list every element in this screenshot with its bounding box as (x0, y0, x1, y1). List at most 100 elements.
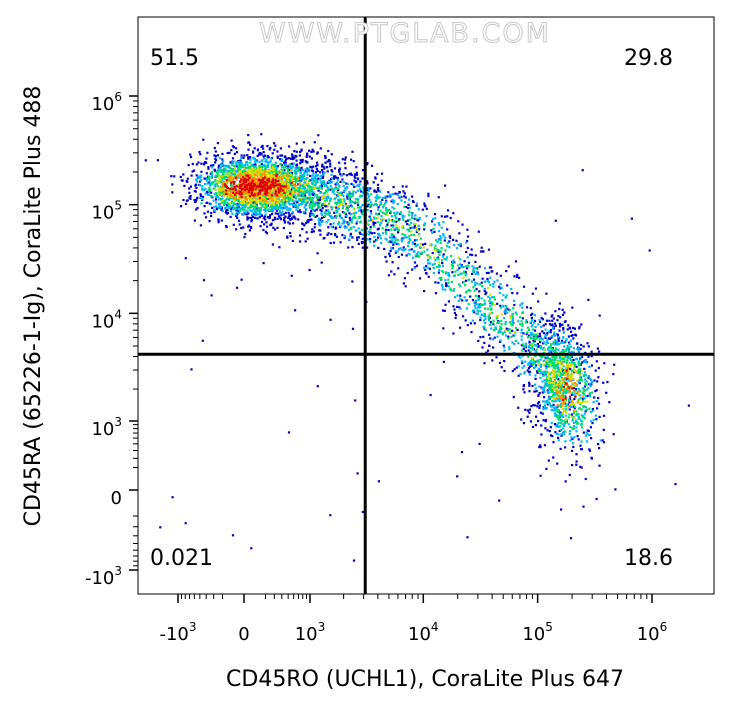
event-dot (423, 202, 426, 205)
event-dot (573, 371, 576, 374)
event-dot (556, 462, 559, 465)
event-dot (554, 413, 557, 416)
event-dot (575, 371, 578, 374)
event-dot (237, 199, 240, 202)
event-dot (210, 183, 214, 186)
event-dot (205, 161, 208, 164)
event-dot (311, 205, 314, 209)
event-dot (553, 331, 556, 334)
event-dot (359, 180, 362, 183)
event-dot (341, 198, 344, 201)
event-dot (386, 210, 389, 213)
event-dot (407, 245, 410, 248)
event-dot (299, 171, 302, 174)
event-dot (289, 177, 292, 180)
event-dot (329, 514, 332, 517)
event-dot (547, 346, 551, 349)
event-dot (556, 423, 559, 426)
event-dot (563, 372, 567, 375)
event-dot (276, 165, 279, 168)
event-dot (365, 163, 369, 166)
event-dot (504, 296, 507, 299)
event-dot (336, 211, 339, 214)
event-dot (496, 315, 499, 318)
event-dot (552, 374, 555, 377)
event-dot (518, 316, 522, 319)
event-dot (579, 368, 582, 371)
event-dot (348, 190, 351, 194)
event-dot (556, 383, 559, 386)
event-dot (370, 212, 373, 215)
event-dot (258, 213, 261, 216)
event-dot (283, 169, 286, 172)
event-dot (562, 389, 565, 392)
event-dot (298, 154, 301, 157)
event-dot (398, 190, 401, 194)
event-dot (293, 194, 296, 197)
event-dot (298, 199, 301, 202)
event-dot (414, 245, 417, 248)
event-dot (570, 359, 573, 362)
event-dot (236, 176, 239, 179)
event-dot (193, 199, 196, 202)
event-dot (309, 189, 312, 192)
event-dot (458, 232, 461, 235)
event-dot (566, 390, 570, 393)
event-dot (598, 447, 601, 450)
event-dot (408, 218, 411, 221)
event-dot (260, 178, 263, 181)
event-dot (265, 171, 268, 174)
event-dot (244, 204, 247, 207)
event-dot (235, 198, 238, 201)
event-dot (329, 216, 332, 219)
event-dot (414, 214, 417, 217)
event-dot (566, 387, 569, 390)
event-dot (310, 188, 313, 192)
event-dot (489, 276, 492, 279)
event-dot (551, 399, 554, 402)
event-dot (220, 205, 223, 209)
event-dot (298, 187, 302, 190)
event-dot (210, 176, 213, 179)
event-dot (538, 320, 542, 323)
event-dot (390, 241, 393, 244)
event-dot (387, 191, 390, 194)
event-dot (544, 335, 547, 338)
event-dot (567, 416, 570, 419)
event-dot (548, 376, 551, 379)
event-dot (381, 211, 384, 214)
event-dot (575, 426, 578, 429)
event-dot (561, 387, 565, 390)
event-dot (395, 227, 398, 230)
event-dot (418, 228, 421, 231)
event-dot (269, 146, 272, 150)
event-dot (538, 385, 541, 388)
event-dot (311, 203, 314, 206)
event-dot (308, 204, 311, 207)
event-dot (539, 341, 542, 344)
event-dot (439, 239, 442, 242)
event-dot (316, 164, 319, 167)
event-dot (267, 172, 270, 176)
event-dot (310, 200, 313, 203)
event-dot (547, 459, 550, 462)
event-dot (299, 162, 302, 165)
event-dot (594, 390, 597, 393)
event-dot (396, 228, 399, 231)
event-dot (246, 218, 249, 221)
event-dot (354, 211, 357, 214)
event-dot (280, 182, 283, 185)
event-dot (312, 172, 315, 175)
event-dot (323, 214, 326, 217)
event-dot (243, 209, 246, 212)
event-dot (516, 292, 519, 295)
event-dot (489, 293, 492, 296)
event-dot (317, 221, 321, 224)
event-dot (352, 190, 355, 193)
event-dot (377, 197, 380, 200)
event-dot (545, 319, 548, 322)
event-dot (518, 276, 521, 279)
event-dot (574, 392, 577, 395)
event-dot (582, 406, 585, 409)
event-dot (482, 303, 486, 306)
